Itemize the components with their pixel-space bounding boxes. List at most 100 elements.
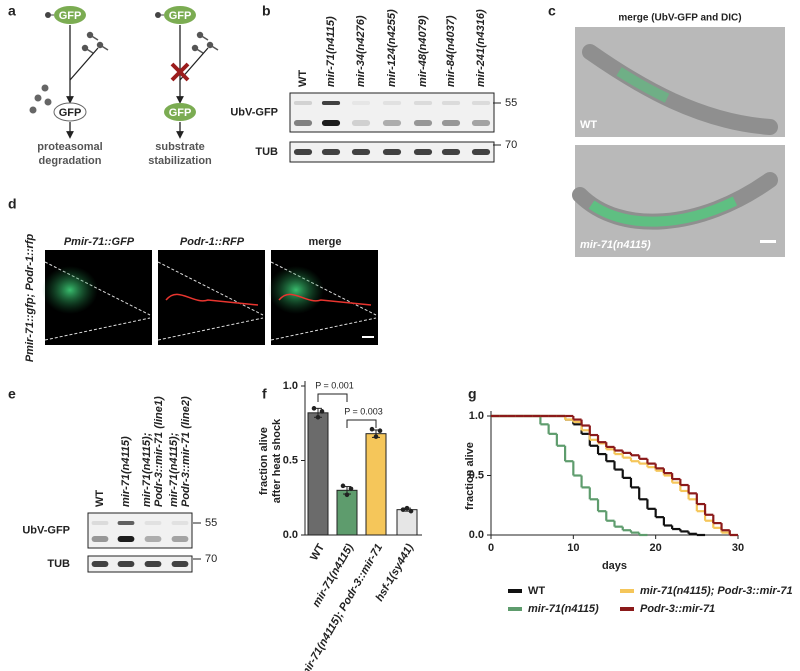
band [144,561,162,567]
ubiquitin [196,31,204,39]
lane-label: mir-84(n4037) [445,15,457,87]
data-point [315,414,321,420]
substrate-dot [155,12,161,18]
lane-label: mir-34(n4276) [355,15,367,87]
gfp-label: GFP [59,10,82,22]
lane-label: mir-71(n4115); [141,432,153,507]
band [171,561,189,567]
worm-body [582,44,778,135]
scale-bar [362,336,374,338]
legend-label: mir-71(n4115); Podr-3::mir-71 [640,585,793,597]
caption: stabilization [148,155,212,167]
micrograph [158,250,265,345]
data-point [340,483,346,489]
image-label: WT [580,119,597,131]
lane-label: mir-71(n4115) [325,16,337,87]
bar [307,412,329,536]
ubiquitin [96,41,104,49]
lane-label: Podr-3::mir-71 (line2) [180,396,192,507]
block-x [170,62,190,82]
lane-label: mir-124(n4255) [386,9,398,87]
rfp-signal [278,293,372,306]
band [117,561,135,567]
x-tick-label: 10 [567,542,579,554]
data-point [311,406,317,411]
lane-label: mir-71(n4115); [168,432,180,507]
ubiquitin [206,41,214,49]
data-point [344,492,350,498]
lane-label: Podr-3::mir-71 (line1) [153,396,165,507]
band [413,149,433,155]
row-label: TUB [255,146,278,158]
blot-box [87,555,193,573]
panel-label: b [262,3,271,19]
data-point [369,426,375,432]
gfp-label: GFP [169,10,192,22]
band [351,120,371,126]
gfp-label: GFP [59,107,82,119]
p-value: P = 0.003 [344,406,383,416]
side-label: Pmir-71::gfp; Podr-1::rfp [24,234,36,363]
x-tick-label: 30 [732,542,744,554]
column-label: Podr-1::RFP [180,236,245,248]
lane-label: mir-48(n4079) [417,15,429,87]
band [413,101,433,105]
y-tick-label: 0.5 [469,469,484,481]
band [293,101,313,105]
significance-bracket [346,419,377,428]
ubiquitin [191,44,199,52]
band [91,536,109,542]
marker-label: 55 [505,97,517,109]
caption: substrate [155,141,205,153]
panel-label: c [548,3,556,19]
legend-label: mir-71(n4115) [528,603,599,615]
y-tick-label: 1.0 [283,380,298,392]
y-tick-label: 1.0 [469,410,484,422]
ubiquitin [44,98,52,106]
band [441,101,461,105]
gfp-label: GFP [169,107,192,119]
ubiquitin [29,106,37,114]
legend-label: Podr-3::mir-71 [640,603,715,615]
column-label: Pmir-71::GFP [64,236,135,248]
pathway-line [69,47,99,81]
y-tick-label: 0.5 [283,454,298,466]
scale-bar [760,240,776,243]
x-tick-label: WT [308,542,327,563]
marker-label: 55 [205,517,217,529]
data-point [408,508,414,514]
gfp-signal [268,266,324,314]
row-label: UbV-GFP [22,524,70,536]
caption: degradation [39,155,102,167]
band [471,120,491,126]
rfp-signal [165,293,259,306]
band [441,120,461,126]
band [321,101,341,105]
gfp-ellipse [164,6,196,24]
data-point [373,434,379,439]
x-tick-label: 0 [488,542,494,554]
head-outline [157,261,264,341]
band [91,521,109,525]
gfp-ellipse [54,6,86,24]
blot-box [87,512,193,549]
band [91,561,109,567]
bar [365,433,387,536]
band [351,101,371,105]
ubiquitin [34,94,42,102]
panel-label: a [8,3,16,19]
lane-label: WT [94,490,106,507]
ubiquitin [86,31,94,39]
substrate-dot [45,12,51,18]
band [382,149,402,155]
band [321,120,341,126]
band [171,521,189,525]
caption: proteasomal [37,141,102,153]
column-label: merge [308,236,341,248]
data-point [319,409,325,414]
band [144,536,162,542]
band [351,149,371,155]
panel-label: e [8,386,16,402]
data-point [404,505,410,511]
band [293,120,313,126]
